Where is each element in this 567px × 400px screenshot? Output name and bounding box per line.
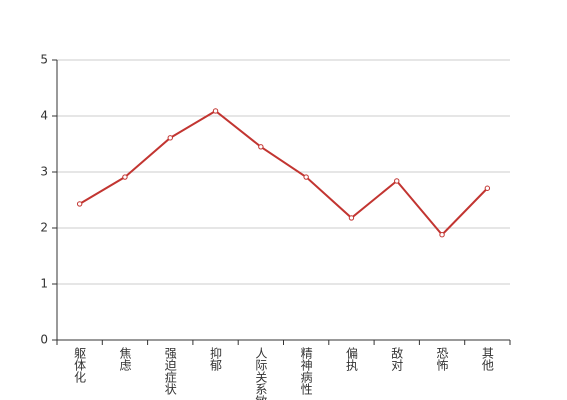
y-tick-label: 0 (40, 333, 48, 347)
point (303, 174, 309, 180)
point (348, 215, 355, 221)
point (76, 201, 83, 207)
x-tick-label: 恐怖 (435, 347, 449, 371)
x-tick-label: 强迫症状 (163, 347, 177, 395)
point (439, 232, 445, 238)
point (167, 135, 173, 141)
x-tick-label: 躯体化 (73, 346, 87, 384)
x-tick-label: 人际关系敏感 (254, 347, 268, 400)
point (122, 174, 128, 180)
point (258, 144, 264, 150)
y-tick-label: 4 (40, 109, 48, 123)
x-tick-label: 偏执 (344, 346, 358, 372)
x-tick-label: 焦虑 (118, 347, 132, 371)
x-tick-label: 精神病性 (299, 347, 313, 396)
line (79, 109, 489, 237)
point (212, 108, 219, 114)
x-tick-label: 抑郁 (209, 346, 223, 372)
point (484, 185, 491, 191)
point (394, 178, 400, 184)
x-tick-label: 其他 (480, 347, 494, 371)
y-tick-label: 3 (40, 165, 48, 179)
x-tick-label: 敌对 (390, 346, 404, 371)
y-tick-label: 2 (40, 221, 48, 235)
y-tick-label: 5 (40, 53, 48, 67)
y-tick-label: 1 (40, 277, 48, 291)
